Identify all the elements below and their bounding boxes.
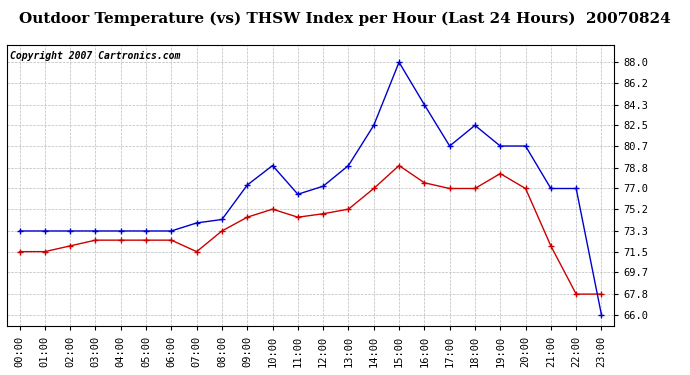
- Text: Outdoor Temperature (vs) THSW Index per Hour (Last 24 Hours)  20070824: Outdoor Temperature (vs) THSW Index per …: [19, 11, 671, 26]
- Text: Copyright 2007 Cartronics.com: Copyright 2007 Cartronics.com: [10, 51, 180, 61]
